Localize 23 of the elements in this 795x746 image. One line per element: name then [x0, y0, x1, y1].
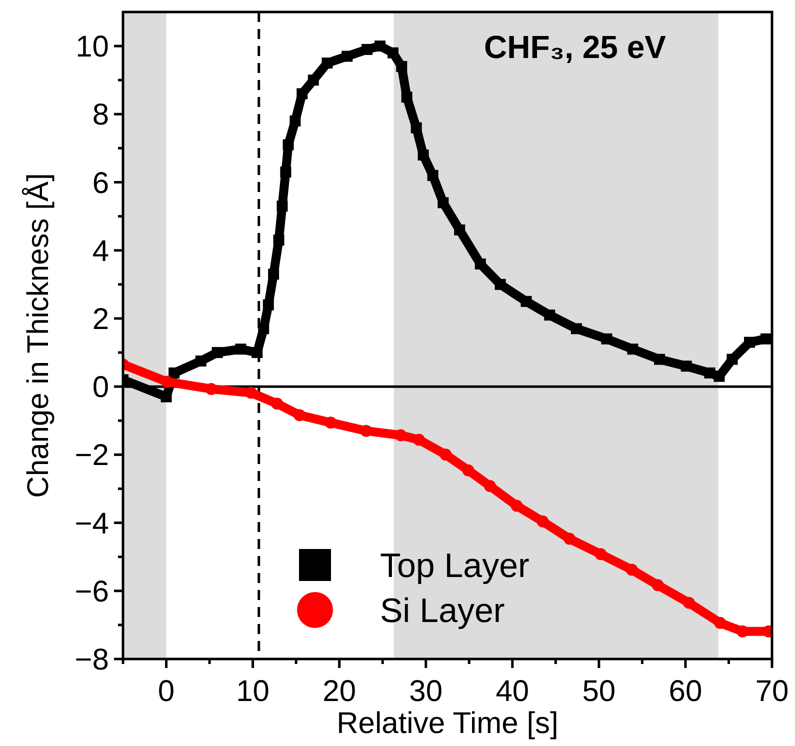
y-tick-label: −2 [74, 439, 109, 472]
y-tick-label: 0 [92, 371, 109, 404]
legend-label: Top Layer [380, 546, 530, 585]
y-tick-label: 6 [92, 166, 109, 200]
legend-label: Si Layer [380, 592, 505, 630]
x-tick-label: 50 [582, 675, 616, 708]
y-axis-title: Change in Thickness [Å] [21, 173, 55, 498]
x-tick-label: 30 [409, 675, 443, 708]
y-tick-label: 10 [76, 30, 109, 64]
y-tick-label: −4 [74, 507, 109, 540]
text: CHF₃, 25 eV [484, 29, 667, 65]
y-tick-label: 8 [92, 98, 109, 132]
y-tick-label: −8 [74, 644, 109, 676]
x-tick-label: 60 [668, 675, 702, 708]
y-tick-label: −6 [74, 575, 109, 608]
x-tick-label: 10 [236, 675, 270, 708]
x-tick-label: 70 [755, 675, 789, 708]
x-axis-title: Relative Time [s] [336, 707, 558, 740]
y-tick-label: 2 [92, 302, 109, 336]
y-tick-label: 4 [92, 234, 109, 268]
x-tick-label: 0 [158, 675, 175, 708]
x-tick-label: 20 [322, 675, 356, 708]
x-tick-label: 40 [496, 675, 530, 708]
